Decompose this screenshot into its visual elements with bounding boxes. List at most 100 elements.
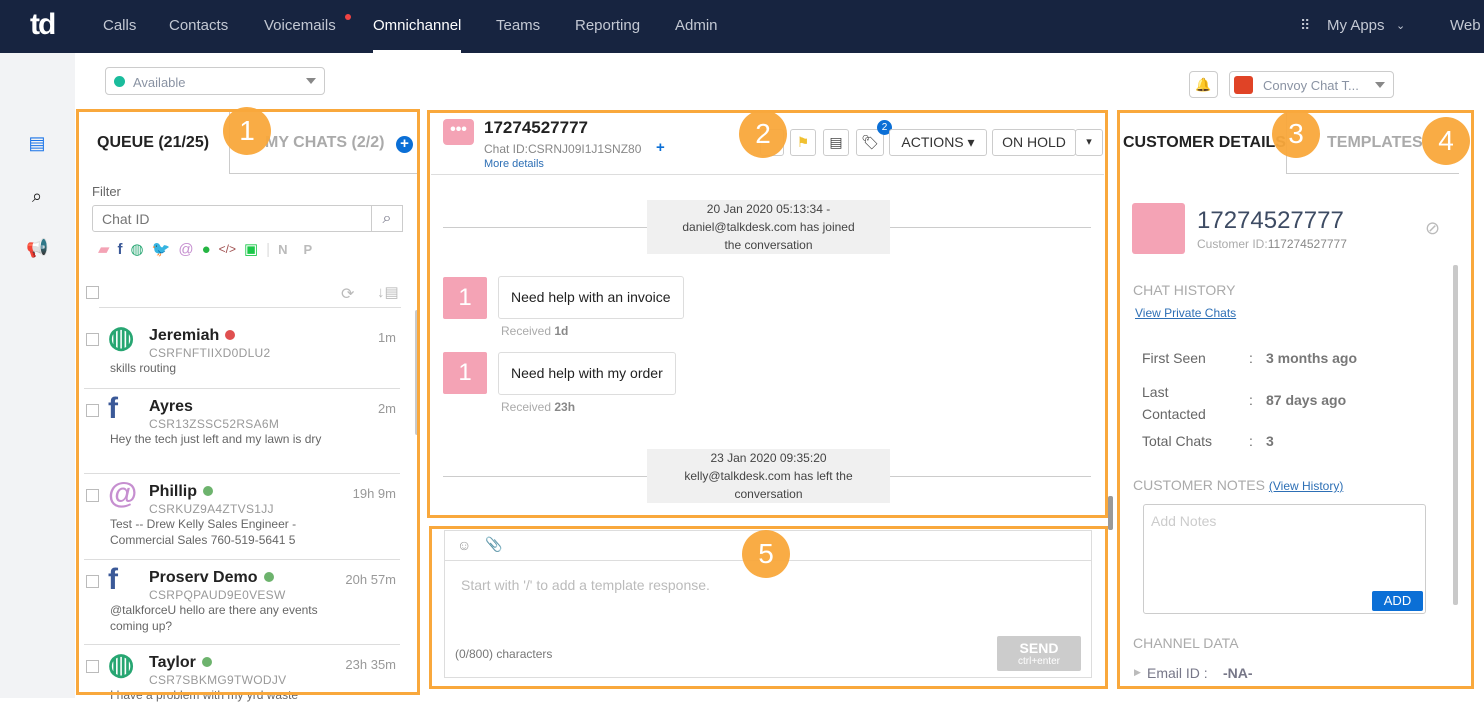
customer-scrollbar[interactable] bbox=[1453, 265, 1458, 605]
flag-icon[interactable]: ⚑ bbox=[790, 129, 816, 156]
app-select-value: Convoy Chat T... bbox=[1263, 78, 1359, 93]
channel-filter-p[interactable]: P bbox=[303, 241, 313, 257]
email-id-value: -NA- bbox=[1223, 665, 1253, 681]
megaphone-icon[interactable]: 📢 bbox=[26, 238, 49, 258]
field-label: Last Contacted bbox=[1142, 384, 1206, 422]
tag-count-badge: 2 bbox=[877, 120, 892, 135]
search-button[interactable]: ⌕ bbox=[371, 205, 403, 232]
document-icon[interactable]: ▤ bbox=[823, 129, 849, 156]
message-channel-icon[interactable]: ▣ bbox=[243, 241, 259, 258]
customer-id-label: Customer ID: bbox=[1197, 237, 1268, 251]
customer-avatar bbox=[1132, 203, 1185, 254]
message-input[interactable]: Start with '/' to add a template respons… bbox=[461, 577, 710, 593]
field-label: First Seen bbox=[1142, 350, 1206, 366]
customer-name: 17274527777 bbox=[1197, 207, 1344, 234]
received-time: Received 1d bbox=[501, 324, 568, 338]
annotation-badge-1: 1 bbox=[223, 107, 271, 155]
sort-icon[interactable]: ↓▤ bbox=[377, 284, 399, 301]
nav-web[interactable]: Web bbox=[1450, 17, 1481, 34]
expand-triangle-icon[interactable]: ▶ bbox=[1134, 667, 1141, 677]
notes-input[interactable]: Add Notes ADD bbox=[1143, 504, 1426, 614]
app-select[interactable]: Convoy Chat T... bbox=[1229, 71, 1394, 98]
queue-item-checkbox[interactable] bbox=[86, 575, 99, 588]
queue-item-header: Proserv Demo bbox=[149, 569, 274, 587]
channel-filter-n[interactable]: N bbox=[278, 241, 288, 257]
caret-down-icon bbox=[1375, 81, 1385, 88]
queue-item[interactable]: f Proserv Demo CSRPQPAUD9E0VESW @talkfor… bbox=[84, 560, 400, 645]
talkdesk-logo[interactable]: td bbox=[30, 8, 56, 41]
refresh-icon[interactable]: ⟳ bbox=[341, 286, 355, 303]
send-button[interactable]: SEND ctrl+enter bbox=[997, 636, 1081, 671]
status-dot bbox=[201, 657, 212, 667]
on-hold-button[interactable]: ON HOLD bbox=[992, 129, 1076, 156]
status-dot bbox=[114, 76, 125, 87]
chat-id: CSR7SBKMG9TWODJV bbox=[149, 673, 287, 687]
field-sep: : bbox=[1249, 433, 1253, 449]
search-icon[interactable]: ⌕ bbox=[31, 186, 43, 206]
apps-grid-icon[interactable]: ⠿ bbox=[1300, 17, 1311, 33]
annotation-badge-4: 4 bbox=[1422, 117, 1470, 165]
more-details-link[interactable]: More details bbox=[484, 158, 544, 170]
my-apps-menu[interactable]: My Apps bbox=[1327, 17, 1385, 34]
nav-calls[interactable]: Calls bbox=[103, 17, 137, 34]
web-channel-icon[interactable]: ◍ bbox=[130, 241, 144, 258]
tab-my-chats[interactable]: MY CHATS (2/2) bbox=[265, 134, 385, 151]
nav-admin[interactable]: Admin bbox=[675, 17, 718, 34]
chat-id: CSRPQPAUD9E0VESW bbox=[149, 588, 286, 602]
notifications-bell-button[interactable]: 🔔 bbox=[1189, 71, 1218, 98]
tag-icon[interactable]: 🏷 bbox=[856, 129, 884, 156]
nav-omnichannel[interactable]: Omnichannel bbox=[373, 17, 462, 53]
customer-id-value: 117274527777 bbox=[1267, 237, 1347, 251]
new-chat-plus-icon[interactable]: + bbox=[396, 136, 413, 153]
tab-customer-details[interactable]: CUSTOMER DETAILS bbox=[1123, 134, 1286, 151]
top-nav: td Calls Contacts Voicemails Omnichannel… bbox=[0, 0, 1484, 53]
message-bubble: Need help with an invoice bbox=[498, 276, 684, 319]
queue-item[interactable]: ◍ Jeremiah CSRFNFTIIXD0DLU2 skills routi… bbox=[84, 318, 400, 389]
code-channel-icon[interactable]: </> bbox=[218, 242, 236, 256]
queue-item-header: Phillip bbox=[149, 483, 213, 501]
emoji-icon[interactable]: ☺ bbox=[457, 537, 472, 553]
status-select[interactable]: Available bbox=[105, 67, 325, 95]
received-time: Received 23h bbox=[501, 400, 575, 414]
actions-dropdown[interactable]: ACTIONS ▾ bbox=[889, 129, 987, 156]
sms-channel-icon[interactable]: ▰ bbox=[98, 241, 110, 258]
nav-voicemails[interactable]: Voicemails bbox=[264, 17, 336, 34]
character-counter: (0/800) characters bbox=[455, 647, 553, 661]
chat-icon[interactable]: ▤ bbox=[28, 133, 46, 153]
last-contacted-value: 87 days ago bbox=[1266, 392, 1347, 408]
email-channel-icon[interactable]: @ bbox=[178, 240, 194, 258]
queue-item-checkbox[interactable] bbox=[86, 660, 99, 673]
block-icon[interactable]: ⊘ bbox=[1425, 218, 1441, 238]
nav-contacts[interactable]: Contacts bbox=[169, 17, 229, 34]
queue-item[interactable]: @ Phillip CSRKUZ9A4ZTVS1JJ Test -- Drew … bbox=[84, 474, 400, 560]
queue-item[interactable]: ◍ Taylor CSR7SBKMG9TWODJV I have a probl… bbox=[84, 645, 400, 705]
nav-reporting[interactable]: Reporting bbox=[575, 17, 641, 34]
customer-name: Proserv Demo bbox=[149, 569, 258, 586]
queue-item-checkbox[interactable] bbox=[86, 404, 99, 417]
customer-name: Taylor bbox=[149, 654, 196, 671]
on-hold-dropdown-toggle[interactable]: ▾ bbox=[1075, 129, 1103, 156]
queue-scrollbar[interactable] bbox=[415, 310, 419, 435]
twitter-channel-icon[interactable]: 🐦 bbox=[151, 241, 171, 258]
received-value: 23h bbox=[554, 400, 576, 414]
chevron-down-icon[interactable]: ⌄ bbox=[1396, 20, 1406, 32]
add-plus-icon[interactable]: + bbox=[656, 139, 665, 156]
chat-id: CSRKUZ9A4ZTVS1JJ bbox=[149, 502, 274, 516]
chat-id-search-input[interactable] bbox=[92, 205, 372, 232]
queue-item-checkbox[interactable] bbox=[86, 489, 99, 502]
attachment-icon[interactable]: 📎 bbox=[485, 536, 503, 552]
whatsapp-channel-icon[interactable]: ● bbox=[201, 240, 211, 258]
view-history-link[interactable]: (View History) bbox=[1268, 479, 1344, 493]
view-private-chats-link[interactable]: View Private Chats bbox=[1135, 306, 1237, 320]
tab-queue[interactable]: QUEUE (21/25) bbox=[97, 134, 210, 151]
nav-teams[interactable]: Teams bbox=[496, 17, 541, 34]
voicemail-notification-dot bbox=[345, 14, 351, 20]
chat-scrollbar[interactable] bbox=[1108, 496, 1113, 530]
tab-templates[interactable]: TEMPLATES bbox=[1327, 134, 1423, 151]
customer-avatar: 1 bbox=[443, 352, 487, 394]
queue-item-checkbox[interactable] bbox=[86, 333, 99, 346]
facebook-channel-icon[interactable]: f bbox=[117, 240, 123, 258]
add-note-button[interactable]: ADD bbox=[1372, 591, 1423, 611]
select-all-checkbox[interactable] bbox=[86, 286, 99, 299]
queue-item[interactable]: f Ayres CSR13ZSSC52RSA6M Hey the tech ju… bbox=[84, 389, 400, 474]
